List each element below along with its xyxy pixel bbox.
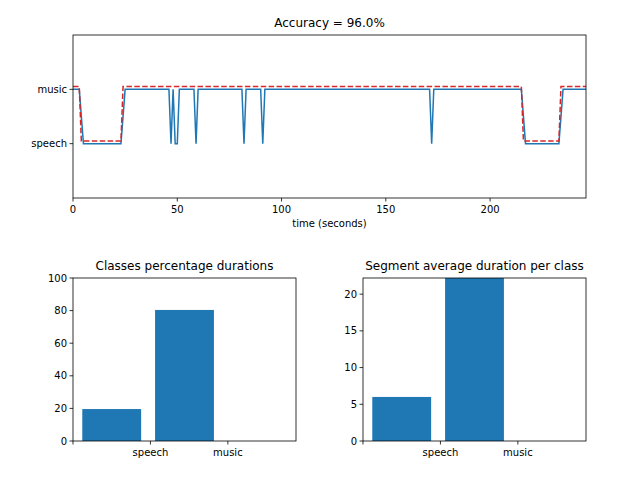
y-tick-label: 40 bbox=[54, 370, 67, 381]
axes-frame bbox=[73, 278, 296, 441]
x-tick-label: music bbox=[503, 447, 533, 458]
y-tick-label: 10 bbox=[344, 362, 357, 373]
y-tick-label: 20 bbox=[344, 289, 357, 300]
y-tick bbox=[70, 408, 74, 409]
x-tick-label: 150 bbox=[376, 204, 395, 215]
figure: Accuracy = 96.0%speechmusic050100150200t… bbox=[0, 0, 640, 480]
subplot: Accuracy = 96.0% speech music 0 50 100 150 200 t… bbox=[31, 16, 586, 229]
y-tick bbox=[70, 89, 74, 90]
y-tick bbox=[70, 143, 74, 144]
y-tick bbox=[360, 441, 364, 442]
x-tick bbox=[490, 198, 491, 202]
y-tick bbox=[360, 367, 364, 368]
x-tick bbox=[281, 198, 282, 202]
y-tick-label: 60 bbox=[54, 338, 67, 349]
plot-area bbox=[82, 310, 214, 441]
x-tick-label: 50 bbox=[171, 204, 184, 215]
x-tick-label: music bbox=[213, 447, 243, 458]
subplot: Classes percentage durations 0 20 40 60 80 100… bbox=[48, 259, 296, 458]
bar bbox=[445, 278, 504, 441]
y-tick bbox=[360, 294, 364, 295]
x-tick bbox=[150, 441, 151, 445]
bar bbox=[372, 397, 431, 441]
x-tick bbox=[177, 198, 178, 202]
y-tick-label: 0 bbox=[351, 436, 357, 447]
x-label: time (seconds) bbox=[292, 218, 367, 229]
series-line bbox=[73, 87, 586, 141]
y-tick-label: 0 bbox=[61, 436, 67, 447]
x-tick bbox=[440, 441, 441, 445]
x-tick-label: speech bbox=[133, 447, 169, 458]
y-tick-label: 20 bbox=[54, 403, 67, 414]
x-tick bbox=[73, 198, 74, 202]
y-tick-label: 80 bbox=[54, 305, 67, 316]
x-tick-label: 0 bbox=[70, 204, 76, 215]
y-tick-label: music bbox=[37, 84, 67, 95]
x-tick bbox=[385, 198, 386, 202]
x-tick bbox=[517, 441, 518, 445]
y-tick-label: 5 bbox=[351, 399, 357, 410]
y-tick bbox=[360, 330, 364, 331]
plot-area bbox=[372, 278, 504, 441]
x-axis-end-tick bbox=[73, 441, 74, 445]
y-tick bbox=[70, 441, 74, 442]
x-axis-end-tick bbox=[363, 441, 364, 445]
subplot: Segment average duration per class 0 5 10 15… bbox=[344, 259, 586, 458]
y-tick bbox=[360, 404, 364, 405]
y-tick bbox=[70, 343, 74, 344]
title: Accuracy = 96.0% bbox=[274, 16, 385, 30]
y-tick bbox=[70, 375, 74, 376]
y-tick bbox=[70, 310, 74, 311]
title: Segment average duration per class bbox=[365, 259, 584, 273]
x-tick-label: speech bbox=[423, 447, 459, 458]
y-tick bbox=[70, 278, 74, 279]
axes-frame bbox=[363, 278, 586, 441]
bar bbox=[155, 310, 214, 441]
plot-area bbox=[73, 87, 586, 144]
series-line bbox=[73, 89, 586, 143]
y-tick-label: 15 bbox=[344, 325, 357, 336]
x-tick-label: 100 bbox=[272, 204, 291, 215]
axes-frame bbox=[73, 35, 586, 198]
y-tick-label: 100 bbox=[48, 273, 67, 284]
x-tick-label: 200 bbox=[481, 204, 500, 215]
x-tick bbox=[227, 441, 228, 445]
y-tick-label: speech bbox=[31, 138, 67, 149]
title: Classes percentage durations bbox=[96, 259, 274, 273]
bar bbox=[82, 409, 141, 441]
